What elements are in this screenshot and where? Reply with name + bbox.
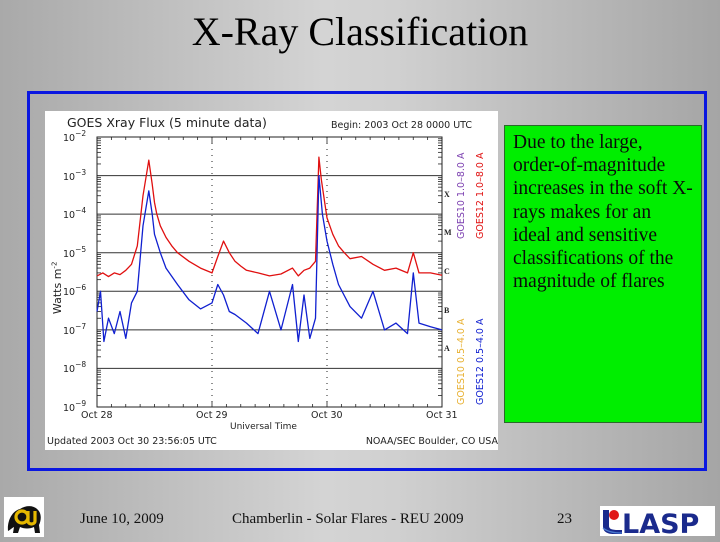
flare-class-c: C: [444, 267, 450, 276]
plot-canvas: [96, 136, 443, 408]
lasp-logo: LASP: [600, 506, 715, 540]
svg-text:LASP: LASP: [622, 509, 699, 536]
y-tick-label: 10−7: [63, 321, 87, 337]
content-frame: [27, 91, 707, 471]
flare-class-x: X: [444, 189, 450, 199]
plot-header: GOES Xray Flux (5 minute data): [67, 115, 267, 130]
footer-presentation-title: Chamberlin - Solar Flares - REU 2009: [232, 511, 464, 527]
y-tick-label: 10−3: [63, 167, 87, 183]
plot-begin-time: Begin: 2003 Oct 28 0000 UTC: [331, 120, 473, 131]
y-axis-label: Watts m-2: [50, 261, 65, 315]
cu-buffalo-logo: [4, 497, 44, 537]
y-tick-label: 10−5: [63, 244, 87, 260]
plot-updated-time: Updated 2003 Oct 30 23:56:05 UTC: [47, 436, 217, 447]
legend-goes12-long: GOES12 1.0–8.0 A: [475, 152, 486, 239]
slide-title: X-Ray Classification: [191, 9, 529, 54]
y-tick-label: 10−6: [63, 283, 87, 299]
lasp-logo-icon: LASP: [602, 509, 699, 540]
footer-date: June 10, 2009: [80, 511, 164, 527]
x-tick-label: Oct 28: [81, 410, 113, 421]
y-tick-label: 10−8: [63, 360, 87, 376]
y-tick-label: 10−4: [63, 206, 87, 222]
flare-class-m: M: [444, 228, 452, 238]
legend-goes10-long: GOES10 1.0–8.0 A: [456, 152, 467, 239]
footer-page-number: 23: [557, 511, 572, 527]
y-tick-label: 10−2: [63, 129, 87, 144]
flare-class-b: B: [444, 305, 450, 315]
x-axis-label: Universal Time: [230, 422, 297, 432]
x-tick-label: Oct 29: [196, 410, 228, 421]
legend-goes10-short: GOES10 0.5–4.0 A: [456, 318, 467, 405]
x-tick-label: Oct 31: [426, 410, 458, 421]
plot-credit: NOAA/SEC Boulder, CO USA: [365, 436, 498, 447]
legend-goes12-short: GOES12 0.5–4.0 A: [475, 318, 486, 405]
explanation-text-box: Due to the large, order-of-magnitude inc…: [504, 125, 702, 423]
buffalo-icon: [7, 506, 41, 533]
y-tick-label: 10−9: [63, 399, 87, 414]
x-tick-label: Oct 30: [311, 410, 343, 421]
flare-class-a: A: [444, 344, 450, 354]
goes-xray-plot: GOES Xray Flux (5 minute data) Begin: 20…: [45, 111, 498, 450]
